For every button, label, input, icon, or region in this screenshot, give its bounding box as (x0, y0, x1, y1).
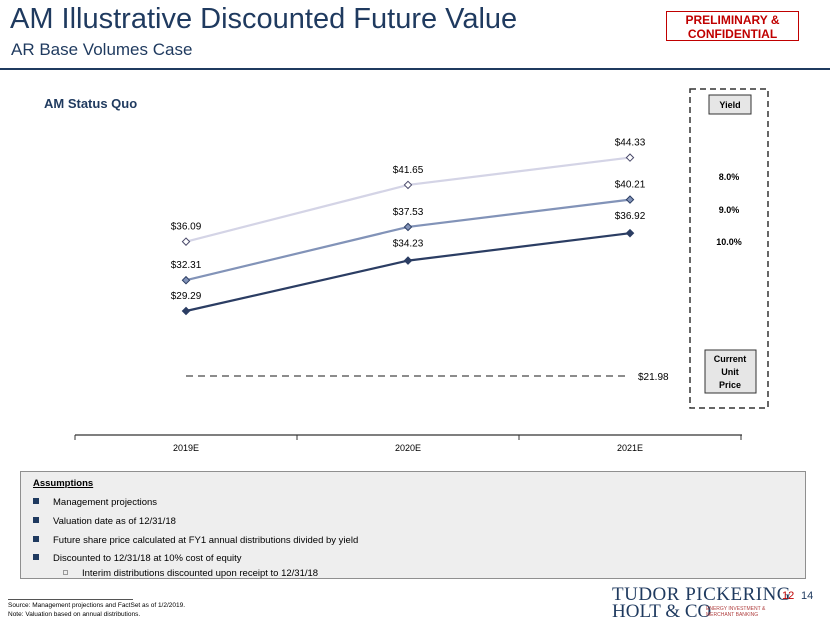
data-label: $36.92 (615, 211, 646, 222)
legend-current-line: Current (714, 354, 747, 364)
logo-tagline: ENERGY INVESTMENT & MERCHANT BANKING (706, 606, 776, 618)
bullet-icon (33, 554, 39, 561)
data-point (403, 222, 413, 232)
legend-current-box (704, 349, 757, 394)
bullet-icon (33, 536, 39, 543)
data-label: $32.31 (171, 260, 202, 271)
legend-header: Yield (719, 100, 740, 110)
data-label: $36.09 (171, 222, 202, 233)
page-number-section: 12 (782, 590, 795, 602)
legend-current-line: Unit (721, 367, 739, 377)
x-tick-label: 2020E (395, 443, 421, 453)
assumption-text: Management projections (53, 497, 158, 508)
assumption-item: Future share price calculated at FY1 ann… (33, 535, 358, 546)
x-tick-label: 2019E (173, 443, 199, 453)
data-point (625, 195, 635, 204)
assumption-item: Discounted to 12/31/18 at 10% cost of eq… (33, 553, 242, 564)
data-point (403, 180, 413, 190)
bullet-icon (33, 517, 39, 524)
assumptions-title: Assumptions (33, 478, 94, 489)
page-number: 14 (801, 590, 814, 602)
sub-bullet-icon (63, 569, 68, 575)
data-label: $37.53 (393, 207, 424, 218)
data-label: $40.21 (615, 180, 646, 191)
assumption-subitem: Interim distributions discounted upon re… (33, 568, 318, 579)
logo-line-1: TUDOR PICKERING (612, 584, 792, 605)
line-chart: 2019E 2020E 2021E $21.98 $36.09 $41.65 $44.33 $… (74, 88, 769, 453)
legend-header-box (708, 94, 752, 115)
data-point (625, 153, 635, 162)
legend-current-line: Price (719, 380, 741, 390)
current-price-label: $21.98 (638, 372, 669, 383)
bullet-icon (33, 498, 39, 505)
data-point (181, 306, 191, 316)
confidential-badge: PRELIMINARY & CONFIDENTIAL (666, 11, 799, 41)
data-label: $44.33 (615, 138, 646, 149)
assumption-item: Valuation date as of 12/31/18 (33, 516, 176, 527)
data-label: $41.65 (393, 165, 424, 176)
data-point (403, 256, 413, 265)
header-rule (0, 68, 830, 70)
legend-box (689, 88, 769, 409)
data-label: $29.29 (171, 291, 202, 302)
assumptions-box: Assumptions Management projections Valua… (20, 471, 806, 579)
assumption-item: Management projections (33, 497, 157, 508)
assumption-text: Valuation date as of 12/31/18 (53, 516, 176, 527)
footnote-rule (8, 599, 133, 600)
chart-subtitle: AM Status Quo (44, 96, 138, 111)
badge-line-2: CONFIDENTIAL (687, 27, 778, 41)
data-point (181, 237, 191, 246)
x-tick-label: 2021E (617, 443, 643, 453)
logo-tag-2: MERCHANT BANKING (706, 612, 759, 618)
assumption-subtext: Interim distributions discounted upon re… (82, 568, 319, 579)
page-subtitle: AR Base Volumes Case (11, 40, 193, 59)
page-title: AM Illustrative Discounted Future Value (10, 3, 518, 35)
footnote-source: Source: Management projections and FactS… (8, 602, 186, 609)
legend-item: 10.0% (716, 237, 742, 247)
data-label: $34.23 (393, 239, 424, 250)
logo-tag-1: ENERGY INVESTMENT & (706, 606, 766, 612)
legend-item: 8.0% (719, 172, 740, 182)
company-logo: TUDOR PICKERING HOLT & CO ENERGY INVESTM… (612, 584, 791, 622)
data-point (625, 228, 635, 238)
badge-line-1: PRELIMINARY & (685, 13, 780, 27)
assumption-text: Discounted to 12/31/18 at 10% cost of eq… (53, 553, 242, 564)
data-point (181, 275, 191, 285)
logo-line-2: HOLT & CO (612, 601, 712, 622)
legend-item: 9.0% (719, 205, 740, 215)
assumption-text: Future share price calculated at FY1 ann… (53, 535, 359, 546)
footnote-note: Note: Valuation based on annual distribu… (8, 611, 141, 618)
